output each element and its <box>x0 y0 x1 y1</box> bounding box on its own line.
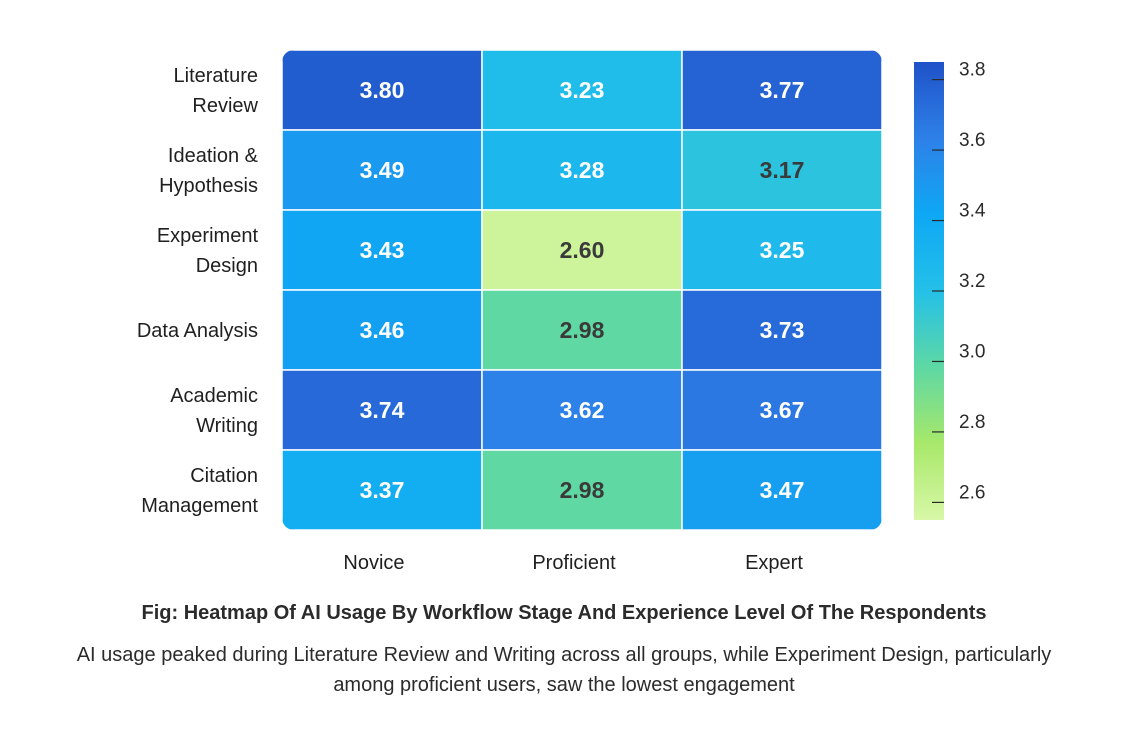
heatmap-cell <box>681 289 882 371</box>
row-labels: Literature Review Ideation & Hypothesis Expe… <box>137 65 259 517</box>
heatmap-cell <box>282 129 483 211</box>
heatmap-cell <box>681 209 882 291</box>
heatmap-cell <box>282 289 483 371</box>
colorbar-tick-label: 3.2 <box>959 271 985 292</box>
cell-value-label: 3.74 <box>360 397 405 423</box>
colorbar-tick-label: 3.4 <box>959 201 986 222</box>
heatmap-cell <box>481 129 683 211</box>
row-label: Experiment Design <box>157 225 259 277</box>
cell-value-label: 2.60 <box>560 237 605 263</box>
colorbar-tick-label: 3.8 <box>959 60 985 81</box>
cell-value-label: 3.23 <box>560 77 605 103</box>
cell-value-label: 3.17 <box>760 157 805 183</box>
figure-caption-title: Fig: Heatmap Of AI Usage By Workflow Sta… <box>141 602 987 624</box>
cell-value-label: 3.49 <box>360 157 405 183</box>
heatmap-grid: 3.80 3.23 3.77 3.49 3.28 3.17 3.43 2.60 3.25 3.46… <box>282 50 882 530</box>
cell-value-label: 3.37 <box>360 477 405 503</box>
row-label: Data Analysis <box>137 320 258 342</box>
cell-value-label: 3.67 <box>760 397 805 423</box>
cell-value-label: 3.77 <box>760 77 805 103</box>
colorbar-tick-label: 2.6 <box>959 482 985 503</box>
figure-caption-body: AI usage peaked during Literature Review… <box>76 644 1052 696</box>
heatmap-cell <box>481 50 683 131</box>
column-label: Proficient <box>532 552 616 574</box>
row-label: Literature Review <box>174 65 259 117</box>
heatmap-cell <box>282 209 483 291</box>
column-label: Expert <box>745 552 803 574</box>
heatmap-cell <box>681 129 882 211</box>
cell-value-label: 3.43 <box>360 237 405 263</box>
heatmap-cell <box>681 449 882 530</box>
heatmap-cell <box>481 289 683 371</box>
cell-value-label: 3.25 <box>760 237 805 263</box>
row-label: Ideation & Hypothesis <box>159 145 259 197</box>
cell-value-label: 3.28 <box>560 157 605 183</box>
colorbar: 3.8 3.6 3.4 3.2 3.0 2.8 2.6 <box>914 60 986 520</box>
cell-value-label: 2.98 <box>560 477 605 503</box>
cell-value-label: 3.80 <box>360 77 405 103</box>
cell-value-label: 3.46 <box>360 317 405 343</box>
column-label: Novice <box>343 552 404 574</box>
row-label: Academic Writing <box>170 385 258 437</box>
colorbar-tick-label: 3.6 <box>959 130 985 151</box>
heatmap-cell <box>481 369 683 451</box>
colorbar-tick-label: 3.0 <box>959 341 985 362</box>
colorbar-tick-label: 2.8 <box>959 412 985 433</box>
column-labels: Novice Proficient Expert <box>343 552 803 574</box>
row-label: Citation Management <box>141 465 258 517</box>
heatmap-cell <box>282 449 483 530</box>
heatmap-cell <box>481 209 683 291</box>
heatmap-cell <box>681 369 882 451</box>
cell-value-label: 2.98 <box>560 317 605 343</box>
heatmap-chart: 3.80 3.23 3.77 3.49 3.28 3.17 3.43 2.60 3.25 3.46… <box>137 50 986 574</box>
cell-value-label: 3.47 <box>760 477 805 503</box>
heatmap-cell <box>481 449 683 530</box>
cell-value-label: 3.73 <box>760 317 805 343</box>
cell-value-label: 3.62 <box>560 397 605 423</box>
